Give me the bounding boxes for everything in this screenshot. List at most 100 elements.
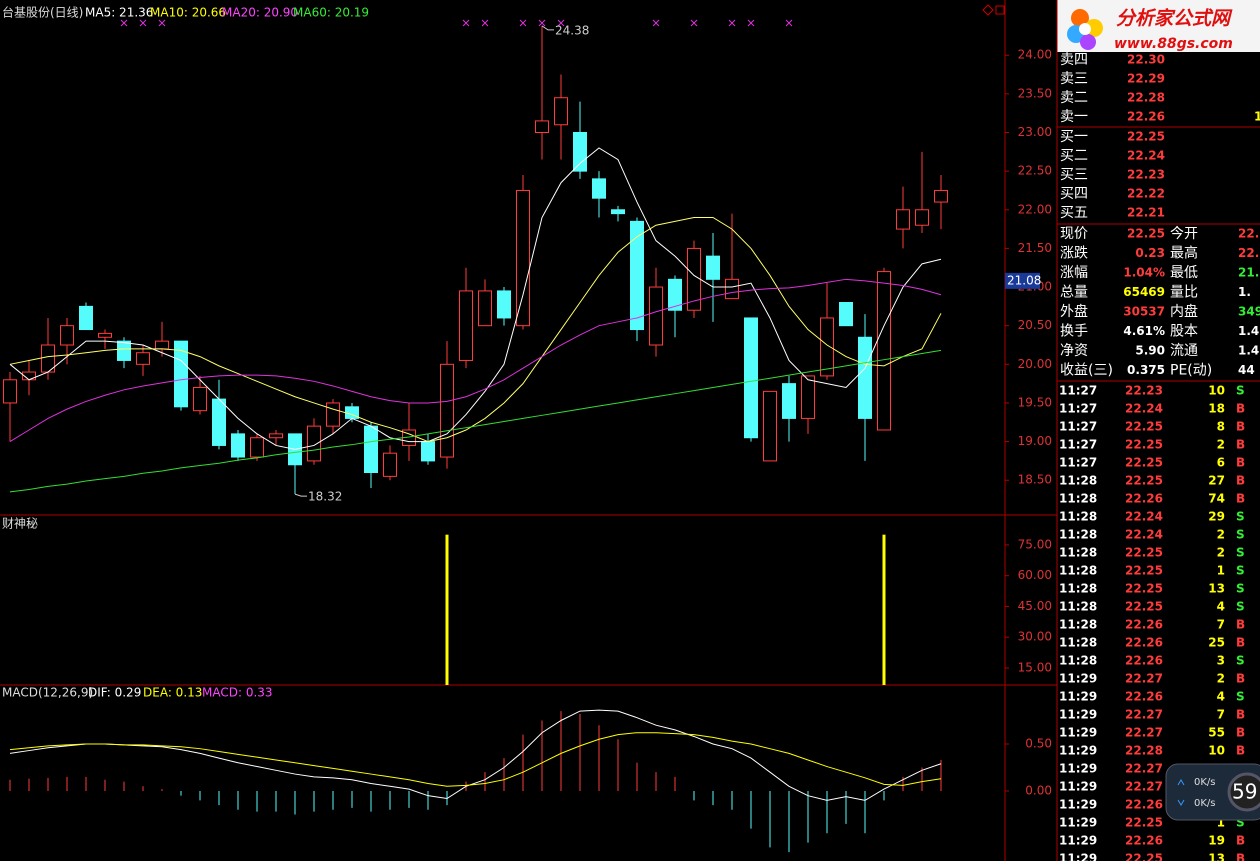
signal-mark xyxy=(120,19,128,27)
last-price-box xyxy=(1005,272,1040,289)
annotation-leader xyxy=(294,493,307,497)
book-label: 买一 xyxy=(1060,129,1088,145)
candle-body xyxy=(516,189,530,327)
dea-line xyxy=(9,732,942,787)
candle-body xyxy=(326,402,340,427)
tick-side: B xyxy=(1236,672,1245,686)
stat-label: 最低 xyxy=(1170,265,1198,281)
last-price: 21.08 xyxy=(1007,273,1041,287)
book-price: 22.29 xyxy=(1127,72,1165,86)
tick-side: S xyxy=(1236,546,1245,560)
tick-side: B xyxy=(1236,726,1245,740)
candle-body xyxy=(668,278,682,311)
candle-body xyxy=(459,290,473,361)
candle-body xyxy=(763,390,777,462)
tick-time: 11:29 xyxy=(1059,708,1097,722)
y-tick-label: 20.50 xyxy=(1018,318,1052,332)
tick-price: 22.26 xyxy=(1125,654,1163,668)
tick-volume: 25 xyxy=(1208,636,1225,650)
y-tick-label: 0.50 xyxy=(1025,736,1052,750)
signal-mark xyxy=(462,19,470,27)
candle-body xyxy=(440,363,454,458)
candle-body xyxy=(630,220,644,331)
tick-side: S xyxy=(1236,816,1245,830)
tick-price: 22.26 xyxy=(1125,492,1163,506)
candle-body xyxy=(136,352,150,365)
book-label: 卖三 xyxy=(1060,71,1088,87)
tick-time: 11:29 xyxy=(1059,798,1097,812)
tick-volume: 2 xyxy=(1217,546,1225,560)
tick-price: 22.24 xyxy=(1125,528,1163,542)
window-icons xyxy=(982,4,1005,16)
signal-mark xyxy=(139,19,147,27)
annotation: 24.38 xyxy=(555,23,589,37)
tick-side: B xyxy=(1236,708,1245,722)
tick-time: 11:28 xyxy=(1059,654,1097,668)
tick-volume: 7 xyxy=(1217,708,1225,722)
book-label: 卖四 xyxy=(1060,52,1088,68)
tick-time: 11:27 xyxy=(1059,402,1097,416)
tick-time: 11:29 xyxy=(1059,816,1097,830)
candle-body xyxy=(79,305,93,331)
y-tick-label: 22.50 xyxy=(1018,164,1052,178)
tick-side: S xyxy=(1236,384,1245,398)
tick-time: 11:27 xyxy=(1059,420,1097,434)
candle-body xyxy=(98,332,112,338)
ma-label: MA60: 20.19 xyxy=(293,6,369,20)
stat-value: 4.61% xyxy=(1123,324,1165,338)
tick-side: B xyxy=(1236,438,1245,452)
book-label: 买五 xyxy=(1060,205,1088,221)
indicator-bar xyxy=(882,534,886,685)
tick-price: 22.26 xyxy=(1125,690,1163,704)
tick-volume: 8 xyxy=(1217,420,1225,434)
candle-body xyxy=(820,317,834,377)
tick-volume: 74 xyxy=(1208,492,1225,506)
candle-body xyxy=(497,290,511,319)
tick-price: 22.27 xyxy=(1125,672,1163,686)
annotation-leader xyxy=(541,25,554,31)
tick-time: 11:28 xyxy=(1059,636,1097,650)
tick-side: S xyxy=(1236,510,1245,524)
tick-volume: 3 xyxy=(1217,654,1225,668)
book-label: 买四 xyxy=(1060,186,1088,202)
tick-time: 11:28 xyxy=(1059,492,1097,506)
macd-title: MACD(12,26,9) xyxy=(2,686,93,700)
tick-side: B xyxy=(1236,456,1245,470)
tick-price: 22.26 xyxy=(1125,618,1163,632)
y-tick-label: 15.00 xyxy=(1018,660,1052,674)
tick-time: 11:28 xyxy=(1059,600,1097,614)
tick-time: 11:28 xyxy=(1059,582,1097,596)
candle-body xyxy=(250,437,264,458)
tick-price: 22.24 xyxy=(1125,510,1163,524)
macd-label: DEA: 0.13 xyxy=(143,686,202,700)
stat-label: 涨幅 xyxy=(1060,265,1088,281)
logo-url: www.88gs.com xyxy=(1114,36,1233,52)
candle-body xyxy=(782,383,796,419)
tick-time: 11:29 xyxy=(1059,690,1097,704)
tick-volume: 4 xyxy=(1217,690,1225,704)
tick-side: B xyxy=(1236,474,1245,488)
tick-price: 22.25 xyxy=(1125,474,1163,488)
stat-label: 换手 xyxy=(1060,323,1088,340)
book-label: 卖二 xyxy=(1060,90,1088,106)
candle-body xyxy=(877,271,891,431)
book-label: 买三 xyxy=(1060,167,1088,183)
book-volume: 1 xyxy=(1254,110,1260,124)
tick-price: 22.27 xyxy=(1125,708,1163,722)
ma-label: MA10: 20.66 xyxy=(150,6,226,20)
tick-side: S xyxy=(1236,600,1245,614)
candle-body xyxy=(155,340,169,350)
tick-volume: 29 xyxy=(1208,510,1225,524)
tick-volume: 4 xyxy=(1217,600,1225,614)
y-tick-label: 22.00 xyxy=(1018,202,1052,216)
y-tick-label: 23.50 xyxy=(1018,86,1052,100)
tick-price: 22.27 xyxy=(1125,762,1163,776)
tick-price: 22.26 xyxy=(1125,636,1163,650)
signal-mark xyxy=(728,19,736,27)
indicator-title: 财神秘 xyxy=(2,517,38,531)
y-tick-label: 21.50 xyxy=(1018,241,1052,255)
stat-value: 5.90 xyxy=(1135,344,1165,358)
tick-volume: 7 xyxy=(1217,618,1225,632)
tick-time: 11:29 xyxy=(1059,744,1097,758)
